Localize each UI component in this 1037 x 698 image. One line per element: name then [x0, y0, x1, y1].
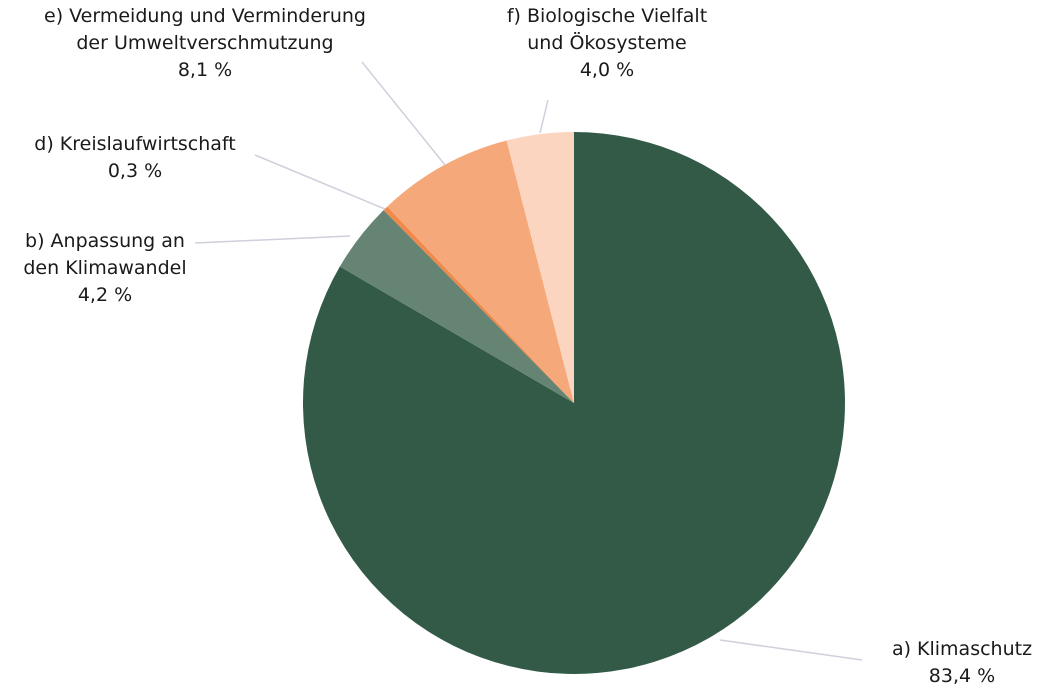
category-label: e) Vermeidung und Verminderung der Umwelt…	[44, 5, 366, 54]
label-line: a) Klimaschutz	[892, 638, 1032, 660]
label-line: b) Anpassung an	[25, 230, 185, 252]
label-line: den Klimawandel	[23, 257, 186, 279]
label-line: e) Vermeidung und Verminderung	[44, 5, 366, 27]
category-label: f) Biologische Vielfalt und Ökosysteme	[507, 5, 707, 54]
label-line: der Umweltverschmutzung	[76, 32, 333, 54]
leader-line	[194, 235, 351, 244]
leader-line	[254, 154, 386, 210]
leader-line	[719, 639, 863, 661]
value-label: 0,3 %	[108, 160, 162, 182]
label-line: und Ökosysteme	[527, 31, 686, 54]
label-line: f) Biologische Vielfalt	[507, 5, 707, 27]
pie-slice	[506, 132, 574, 403]
leader-line	[361, 61, 446, 166]
value-label: 83,4 %	[929, 665, 995, 687]
category-label: a) Klimaschutz	[892, 638, 1032, 660]
pie-slice	[339, 210, 574, 403]
category-label: b) Anpassung an den Klimawandel	[23, 230, 186, 279]
pie-slice	[383, 206, 574, 403]
leader-line	[539, 99, 549, 134]
category-label: d) Kreislaufwirtschaft	[34, 133, 235, 155]
value-label: 4,2 %	[78, 284, 132, 306]
pie-slice	[387, 140, 574, 403]
label-line: d) Kreislaufwirtschaft	[34, 133, 235, 155]
value-label: 8,1 %	[178, 59, 232, 81]
value-label: 4,0 %	[580, 59, 634, 81]
